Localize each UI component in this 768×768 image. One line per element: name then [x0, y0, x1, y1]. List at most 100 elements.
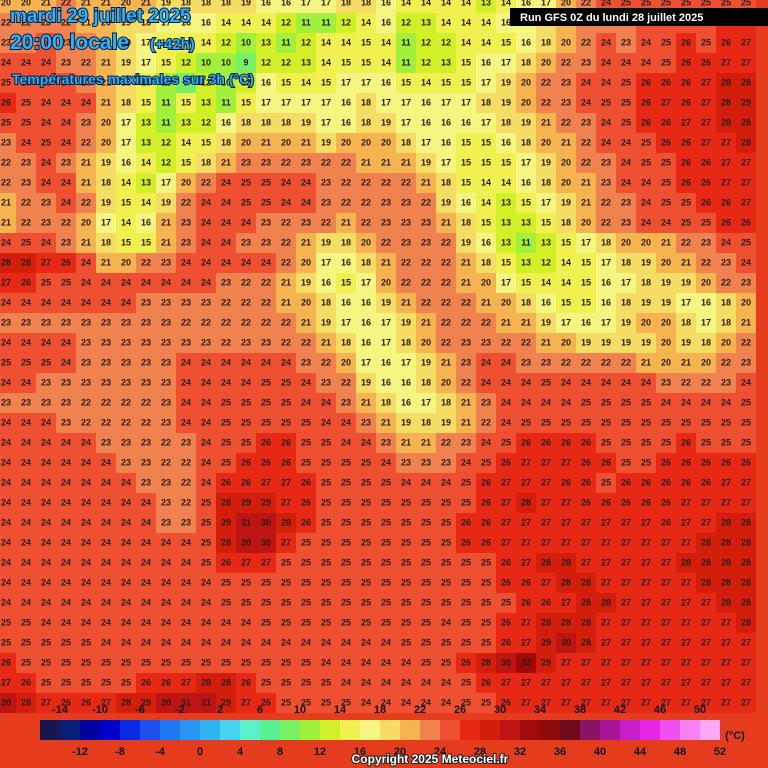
cell — [736, 33, 756, 53]
cell-value: 12 — [401, 17, 411, 27]
cell-value: 23 — [601, 157, 611, 167]
cell-value: 24 — [421, 477, 431, 487]
colorbar-tick: 0 — [197, 746, 203, 758]
cell — [256, 433, 276, 453]
cell-value: 23 — [261, 337, 271, 347]
cell-value: 22 — [201, 177, 211, 187]
cell-value: 25 — [41, 357, 51, 367]
cell — [656, 353, 676, 373]
cell-value: 28 — [201, 677, 211, 687]
cell — [236, 413, 256, 433]
cell — [76, 573, 96, 593]
cell-value: 25 — [1, 77, 11, 87]
cell — [396, 573, 416, 593]
cell — [336, 333, 356, 353]
cell — [196, 513, 216, 533]
cell — [176, 13, 196, 33]
cell — [516, 633, 536, 653]
cell-value: 17 — [321, 0, 331, 7]
cell-value: 14 — [541, 277, 551, 287]
cell-value: 24 — [241, 257, 251, 267]
cell-value: 24 — [41, 577, 51, 587]
cell — [476, 373, 496, 393]
cell — [716, 633, 736, 653]
cell — [596, 613, 616, 633]
cell-value: 18 — [341, 237, 351, 247]
cell — [216, 0, 236, 13]
cell-value: 24 — [381, 697, 391, 707]
cell — [136, 73, 156, 93]
cell — [196, 73, 216, 93]
cell — [56, 253, 76, 273]
cell-value: 23 — [121, 317, 131, 327]
cell-value: 21 — [1, 217, 11, 227]
cell — [256, 593, 276, 613]
cell — [336, 153, 356, 173]
cell — [616, 353, 636, 373]
cell-value: 13 — [301, 57, 311, 67]
cell — [376, 213, 396, 233]
cell — [316, 33, 336, 53]
cell-value: 24 — [101, 277, 111, 287]
cell-value: 24 — [61, 337, 71, 347]
cell-value: 25 — [281, 397, 291, 407]
cell-value: 24 — [21, 417, 31, 427]
cell-value: 25 — [321, 577, 331, 587]
cell — [736, 173, 756, 193]
cell — [256, 173, 276, 193]
cell — [396, 633, 416, 653]
cell — [196, 593, 216, 613]
cell — [496, 273, 516, 293]
cell — [276, 553, 296, 573]
cell — [456, 273, 476, 293]
cell — [336, 433, 356, 453]
cell-value: 24 — [101, 637, 111, 647]
cell — [96, 533, 116, 553]
cell-value: 24 — [241, 357, 251, 367]
cell-value: 15 — [461, 57, 471, 67]
cell-value: 23 — [161, 337, 171, 347]
cell — [456, 633, 476, 653]
cell-value: 15 — [141, 77, 151, 87]
cell — [16, 393, 36, 413]
cell — [396, 273, 416, 293]
cell — [636, 673, 656, 693]
cell-value: 25 — [321, 677, 331, 687]
cell — [536, 393, 556, 413]
cell — [96, 453, 116, 473]
cell — [316, 613, 336, 633]
cell — [96, 273, 116, 293]
cell-value: 21 — [41, 0, 51, 7]
cell-value: 25 — [641, 137, 651, 147]
cell-value: 23 — [141, 437, 151, 447]
cell-value: 26 — [581, 497, 591, 507]
cell — [576, 533, 596, 553]
cell-value: 22 — [721, 357, 731, 367]
cell-value: 27 — [621, 557, 631, 567]
cell — [16, 153, 36, 173]
cell — [536, 493, 556, 513]
cell — [136, 193, 156, 213]
cell-value: 17 — [621, 277, 631, 287]
cell-value: 25 — [421, 517, 431, 527]
cell — [176, 153, 196, 173]
cell-value: 14 — [441, 0, 451, 7]
colorbar-tick: -12 — [72, 746, 88, 758]
cell — [396, 513, 416, 533]
cell — [276, 133, 296, 153]
cell — [696, 253, 716, 273]
cell-value: 25 — [401, 517, 411, 527]
cell-value: 27 — [521, 537, 531, 547]
cell-value: 19 — [321, 237, 331, 247]
cell-value: 24 — [21, 577, 31, 587]
cell-value: 18 — [361, 257, 371, 267]
cell-value: 21 — [421, 177, 431, 187]
cell-value: 23 — [21, 177, 31, 187]
cell — [76, 13, 96, 33]
cell — [236, 0, 256, 13]
cell-value: 20 — [101, 17, 111, 27]
cell — [436, 333, 456, 353]
cell-value: 25 — [81, 677, 91, 687]
cell — [156, 53, 176, 73]
cell-value: 13 — [141, 137, 151, 147]
